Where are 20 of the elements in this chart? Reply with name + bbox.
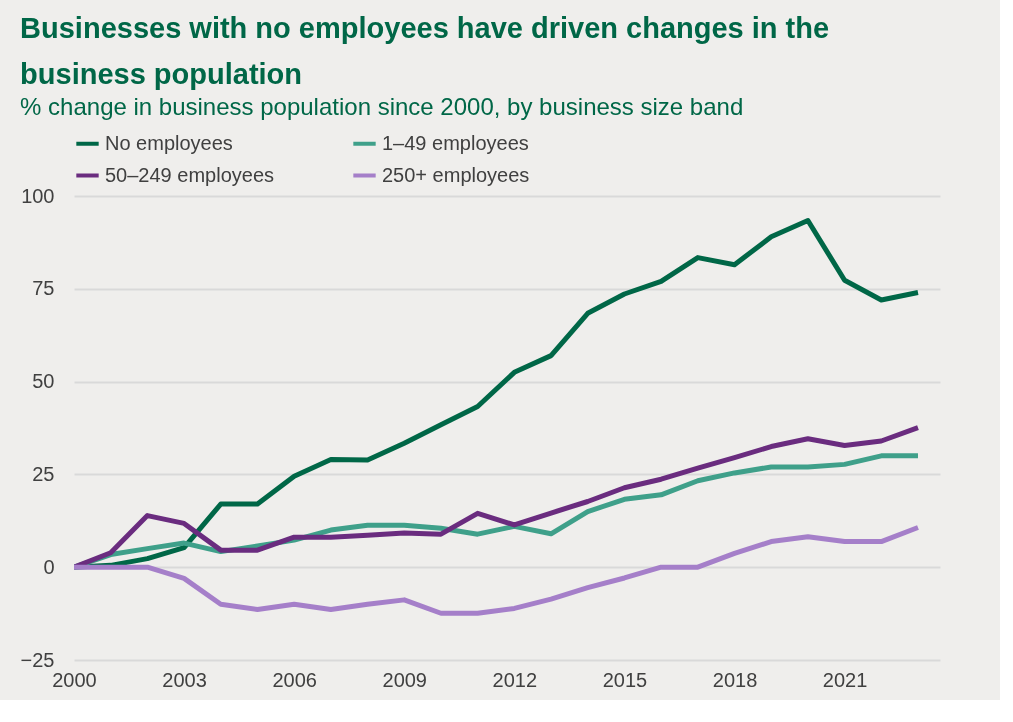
y-tick-label: 25 [32,462,55,485]
y-tick-label: 0 [43,555,55,578]
x-tick-label: 2018 [712,668,758,691]
x-tick-label: 2006 [272,668,317,691]
y-tick-label: −25 [20,648,55,671]
x-tick-label: 2009 [382,668,427,691]
legend-label: 1–49 employees [382,131,529,154]
chart-subtitle: % change in business population since 2000, by business size band [20,93,744,120]
legend-label: 250+ employees [382,163,530,186]
x-tick-label: 2021 [822,668,868,691]
y-tick-label: 50 [32,370,55,393]
chart-title: Businesses with no employees have driven changes in the business population [20,12,830,90]
x-tick-label: 2015 [602,668,648,691]
x-tick-label: 2000 [52,668,97,691]
x-tick-label: 2012 [492,668,538,691]
y-tick-label: 75 [32,277,55,300]
x-tick-label: 2003 [162,668,207,691]
legend-label: No employees [105,131,233,154]
y-tick-label: 100 [21,184,55,207]
legend-label: 50–249 employees [105,163,275,186]
